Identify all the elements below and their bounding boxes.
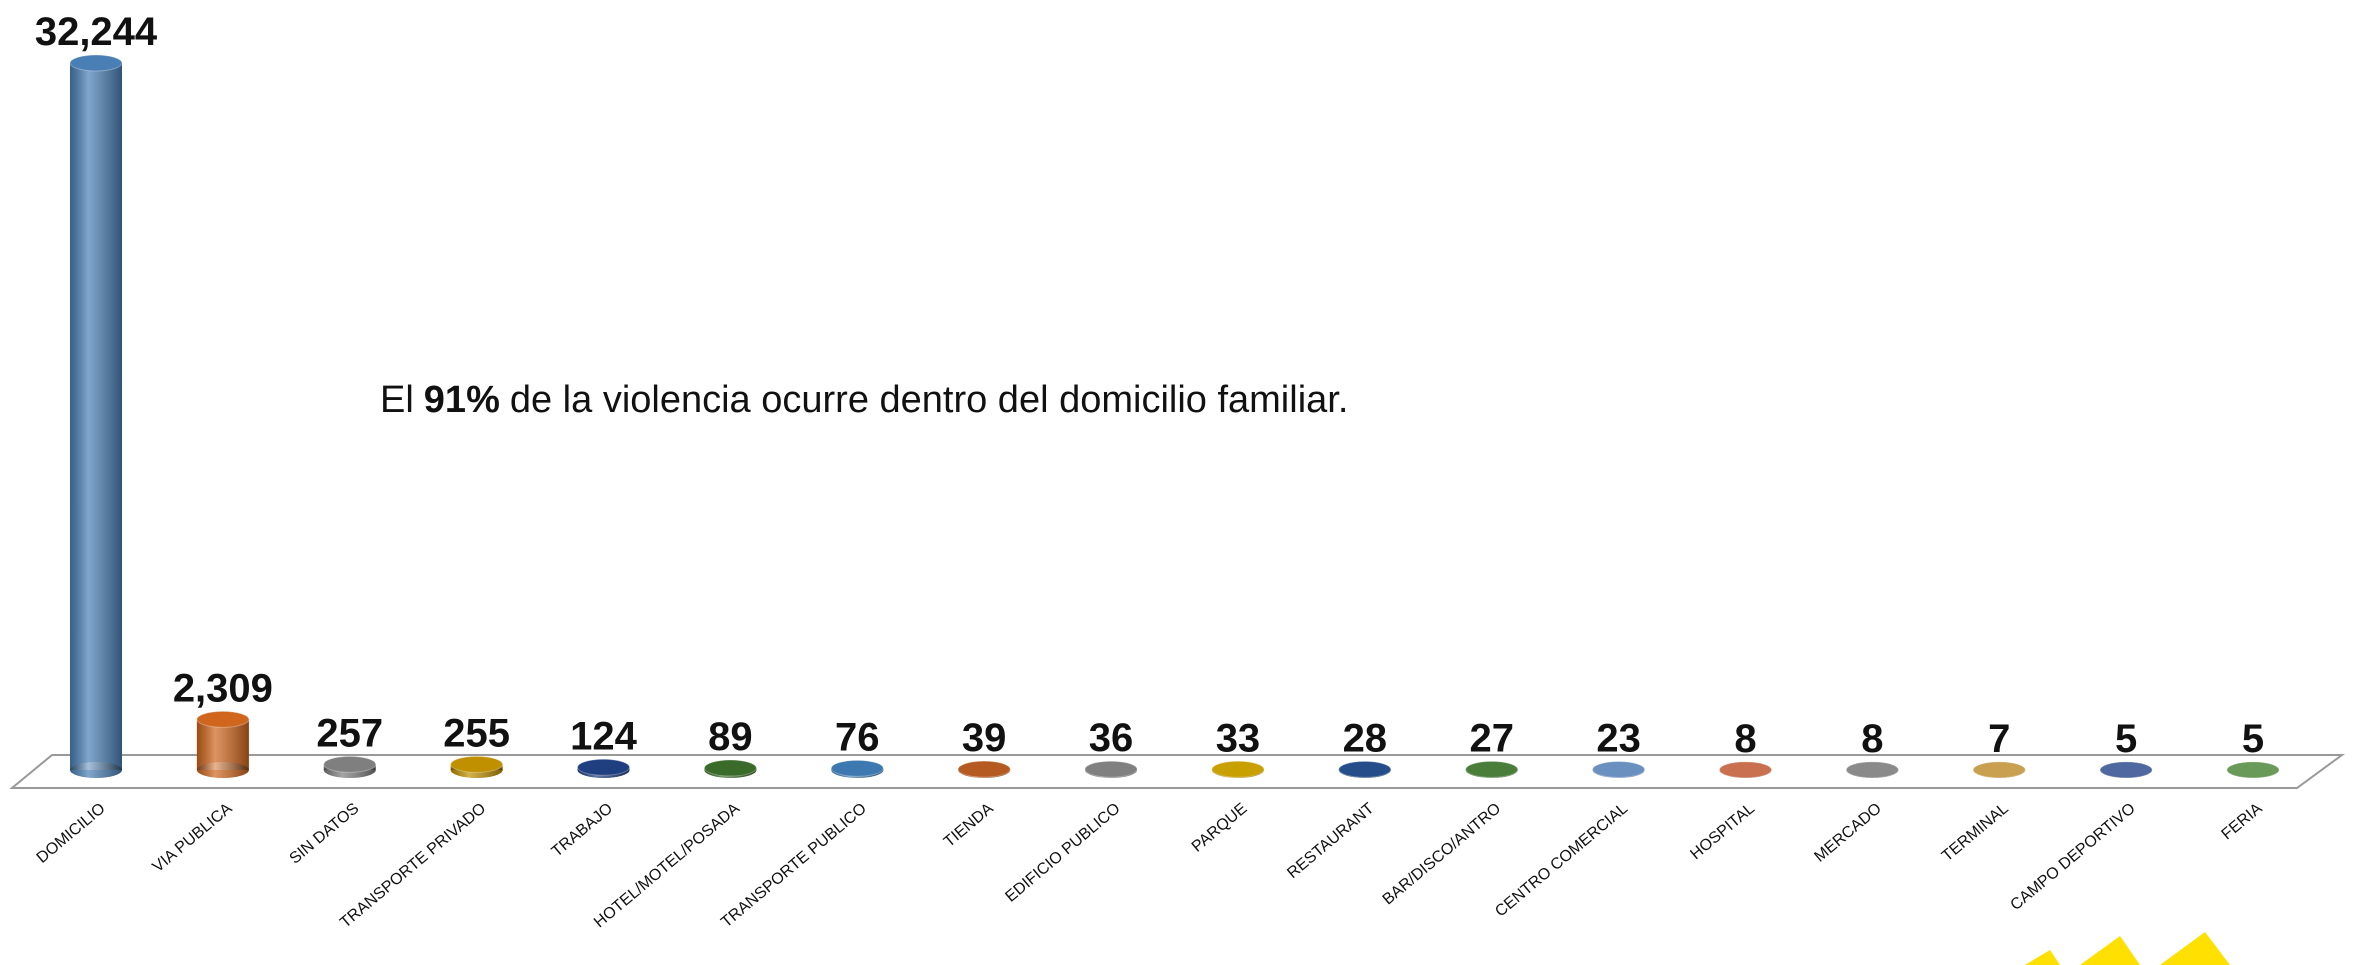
x-tick-label: TRANSPORTE PUBLICO	[718, 800, 870, 931]
x-tick-label: TRABAJO	[549, 800, 616, 860]
x-tick-label: DOMICILIO	[34, 800, 109, 867]
bar-top	[1211, 760, 1265, 778]
value-label: 89	[708, 715, 753, 759]
bar-shade	[196, 719, 249, 770]
bar-top	[1084, 760, 1138, 778]
bar-top	[577, 758, 631, 776]
value-label: 39	[962, 716, 1007, 760]
value-label: 28	[1343, 716, 1388, 760]
bar-top	[196, 710, 250, 728]
annotation-text: El	[380, 379, 414, 421]
decoration	[2025, 950, 2060, 965]
bar-top	[830, 759, 884, 777]
x-tick-label: EDIFICIO PUBLICO	[1002, 800, 1123, 906]
x-tick-label: SIN DATOS	[286, 800, 362, 868]
bar-top	[957, 760, 1011, 778]
value-label: 257	[316, 711, 383, 755]
x-tick-label: VIA PUBLICA	[150, 800, 236, 876]
value-label: 23	[1596, 716, 1641, 760]
x-tick-label: FERIA	[2219, 800, 2266, 844]
value-label: 8	[1861, 717, 1883, 761]
x-tick-label: TERMINAL	[1939, 800, 2012, 865]
annotation-text: de la violencia ocurre dentro del domici…	[510, 379, 1349, 421]
bar-top	[2099, 761, 2153, 779]
value-label: 76	[835, 715, 880, 759]
bar-top	[1592, 760, 1646, 778]
value-label: 124	[570, 714, 637, 758]
x-tick-label: HOSPITAL	[1687, 800, 1758, 863]
annotation: El 91% de la violencia ocurre dentro del d…	[380, 379, 1348, 421]
bar-base-shade	[196, 762, 249, 778]
bar-top	[1972, 761, 2026, 779]
bar-top	[2226, 761, 2280, 779]
x-tick-label: RESTAURANT	[1284, 800, 1377, 882]
x-tick-label: MERCADO	[1811, 800, 1885, 866]
x-tick-label: CENTRO COMERCIAL	[1492, 800, 1631, 921]
decoration	[2080, 936, 2140, 965]
x-tick-label: PARQUE	[1189, 800, 1251, 856]
value-label: 7	[1988, 717, 2010, 761]
value-label: 27	[1469, 716, 1514, 760]
value-label: 36	[1089, 716, 1134, 760]
bar-top	[323, 755, 377, 773]
annotation-emphasis: 91%	[424, 379, 500, 421]
value-label: 33	[1216, 716, 1261, 760]
bar-top	[1845, 761, 1899, 779]
x-tick-label: CAMPO DEPORTIVO	[2007, 800, 2138, 914]
x-tick-label: TRANSPORTE PRIVADO	[337, 800, 489, 932]
bar-top	[1465, 760, 1519, 778]
value-label: 255	[443, 711, 510, 755]
value-label: 5	[2242, 717, 2264, 761]
bar-top	[1718, 761, 1772, 779]
value-label: 5	[2115, 717, 2137, 761]
x-tick-label: BAR/DISCO/ANTRO	[1380, 800, 1505, 908]
bar-top	[703, 759, 757, 777]
bar-top	[69, 54, 123, 72]
bar-base-shade	[70, 762, 122, 778]
decoration	[2160, 932, 2230, 965]
value-label: 8	[1734, 717, 1756, 761]
bar-top	[1338, 760, 1392, 778]
value-label: 2,309	[173, 666, 273, 710]
x-tick-label: HOTEL/MOTEL/POSADA	[591, 800, 743, 932]
value-label: 32,244	[35, 10, 158, 54]
bar-top	[450, 755, 504, 773]
x-tick-label: TIENDA	[941, 800, 997, 851]
bar-shade	[70, 63, 122, 770]
